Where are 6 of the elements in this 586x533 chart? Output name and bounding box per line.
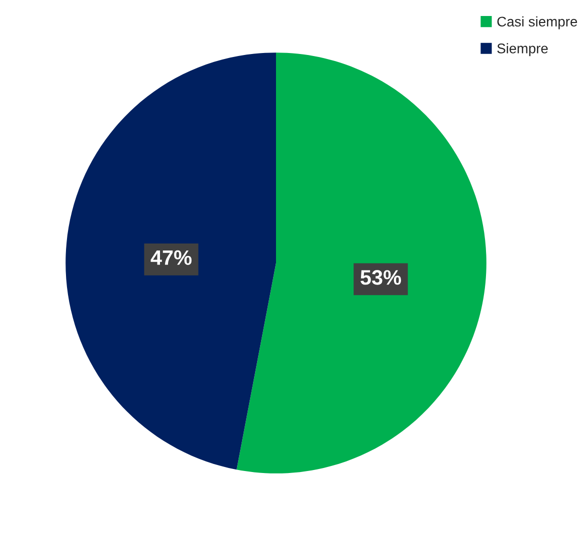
legend-label: Casi siempre: [497, 16, 578, 30]
pie-slice: [236, 52, 486, 474]
pie-slice: [66, 52, 276, 470]
data-label: 47%: [150, 250, 192, 265]
data-label: 53%: [360, 270, 402, 285]
legend-label: Siempre: [497, 43, 548, 56]
